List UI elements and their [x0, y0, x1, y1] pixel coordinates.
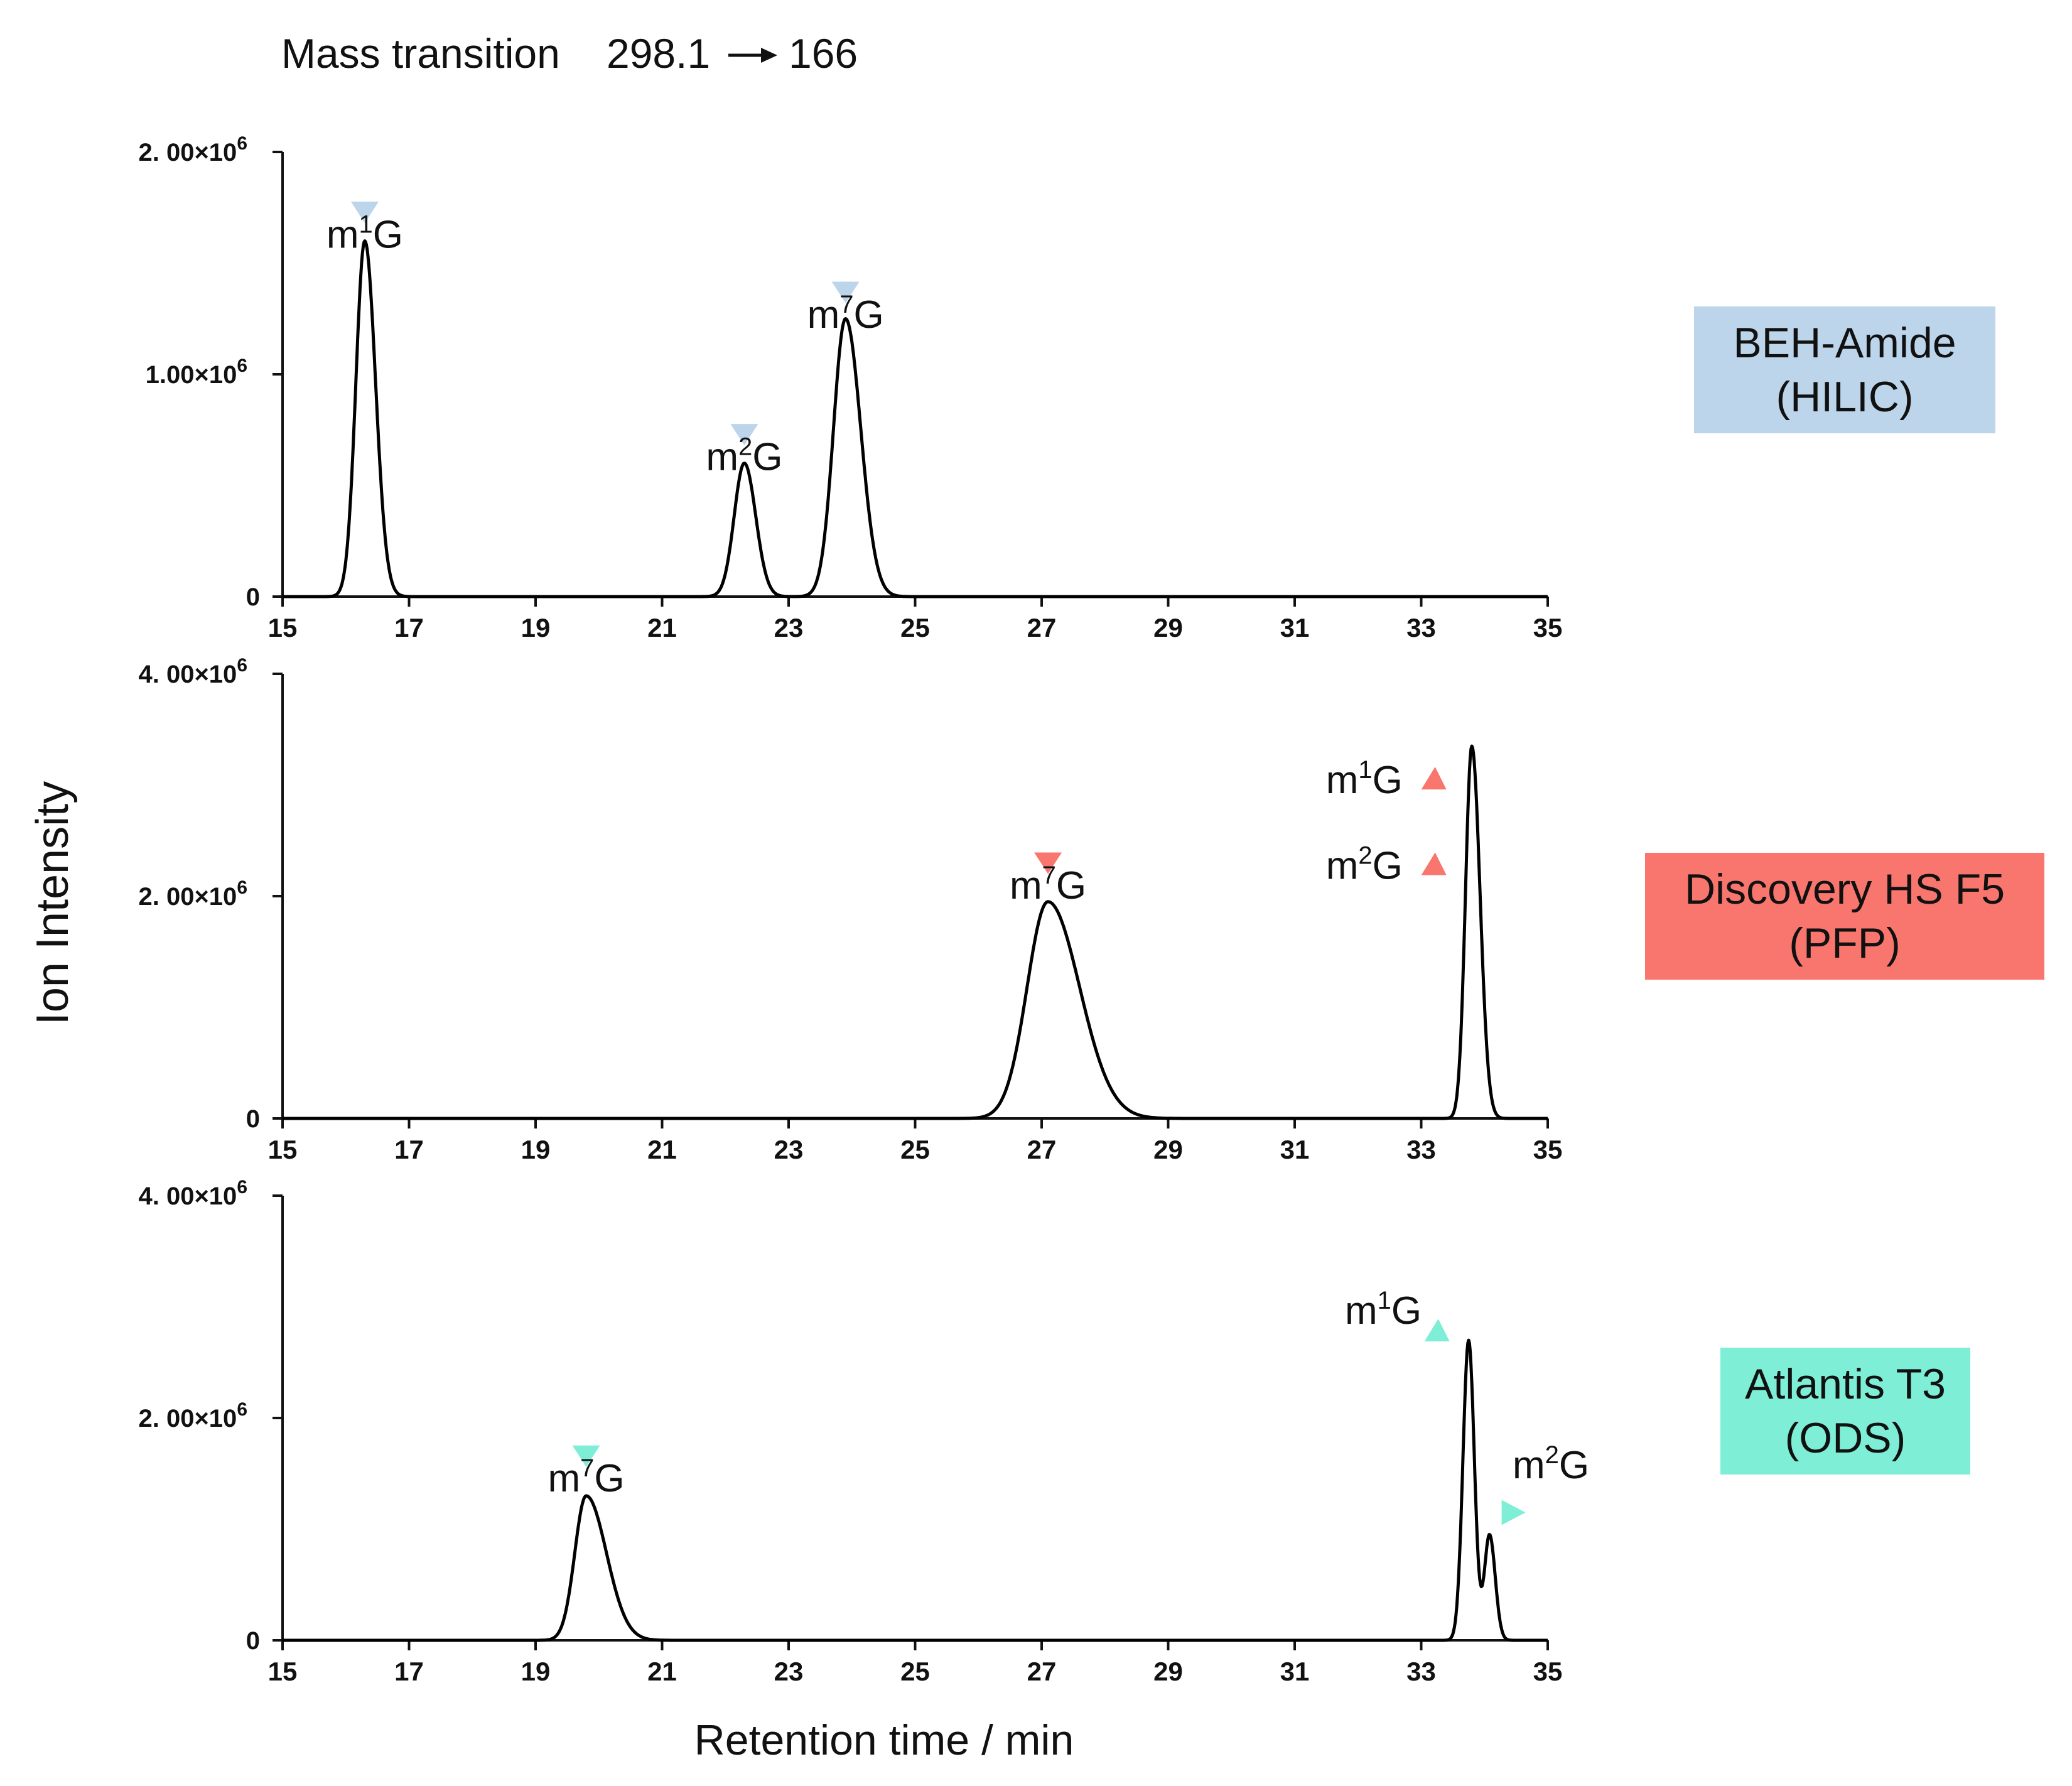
header-label: Mass transition [281, 30, 560, 77]
header-product-mass: 166 [789, 30, 858, 77]
x-tick-label: 15 [268, 613, 298, 642]
y-tick-label: 4. 00×106 [138, 1177, 247, 1210]
peak-marker-icon [730, 424, 758, 446]
column-label-pfp: Discovery HS F5 (PFP) [1645, 853, 2044, 980]
panels: 15 17 19 21 23 25 27 29 31 33 35 0 1.00×106 2. 00×106… [138, 133, 1589, 1686]
x-tick-label: 25 [900, 613, 930, 642]
x-tick-label: 25 [900, 1657, 930, 1686]
x-tick-label: 17 [394, 613, 424, 642]
peak-label: m1G [326, 211, 403, 257]
x-tick-label: 17 [394, 1135, 424, 1164]
peak-marker-icon [1034, 852, 1062, 874]
panel-top: 15 17 19 21 23 25 27 29 31 33 35 0 1.00×106 2. 00×106… [138, 133, 1562, 642]
column-label-ods: Atlantis T3 (ODS) [1720, 1348, 1970, 1475]
y-axis-label: Ion Intensity [28, 781, 78, 1025]
x-tick-label: 23 [774, 1135, 804, 1164]
peak-label: m1G [1326, 756, 1403, 802]
x-tick-label: 33 [1406, 1135, 1436, 1164]
peak-label: m2G [1326, 842, 1403, 887]
peak-marker-icon [1424, 1318, 1450, 1341]
x-tick-label: 33 [1406, 613, 1436, 642]
x-tick-label: 19 [521, 1657, 551, 1686]
y-tick-label: 2. 00×106 [138, 133, 247, 166]
x-tick-label: 27 [1027, 1657, 1057, 1686]
x-tick-label: 17 [394, 1657, 424, 1686]
panel-middle: 15 17 19 21 23 25 27 29 31 33 35 0 2. 00×106 4. 00×10… [138, 655, 1562, 1164]
x-tick-label: 23 [774, 1657, 804, 1686]
y-tick-label: 4. 00×106 [138, 655, 247, 688]
chromatogram-trace [281, 744, 1549, 1120]
y-tick-label: 0 [246, 1105, 260, 1133]
x-tick-label: 35 [1533, 1657, 1563, 1686]
panel-bottom: 15 17 19 21 23 25 27 29 31 33 35 0 2. 00×106 4. 00×10… [138, 1177, 1589, 1686]
y-tick-label: 0 [246, 583, 260, 611]
peak-marker-icon [1421, 852, 1447, 875]
peak-marker-icon [1501, 1500, 1526, 1525]
x-tick-label: 23 [774, 613, 804, 642]
peak-label: m2G [706, 433, 782, 479]
x-tick-label: 31 [1280, 1657, 1310, 1686]
x-tick-label: 19 [521, 1135, 551, 1164]
y-tick-label: 2. 00×106 [138, 1399, 247, 1432]
chromatogram-trace [281, 1338, 1549, 1642]
y-tick-label: 0 [246, 1627, 260, 1655]
x-tick-label: 29 [1153, 613, 1183, 642]
x-tick-label: 21 [647, 613, 677, 642]
peak-label: m1G [1345, 1287, 1422, 1333]
x-tick-label: 15 [268, 1135, 298, 1164]
x-tick-label: 31 [1280, 613, 1310, 642]
y-tick-label: 1.00×106 [146, 355, 247, 389]
x-tick-label: 21 [647, 1657, 677, 1686]
x-tick-label: 27 [1027, 613, 1057, 642]
x-tick-label: 35 [1533, 613, 1563, 642]
figure-header: Mass transition 298.1 166 [281, 30, 858, 77]
x-tick-label: 29 [1153, 1135, 1183, 1164]
x-tick-label: 15 [268, 1657, 298, 1686]
column-label-hilic: BEH-Amide (HILIC) [1694, 306, 1995, 433]
x-tick-label: 31 [1280, 1135, 1310, 1164]
x-tick-label: 19 [521, 613, 551, 642]
peak-marker-icon [350, 202, 379, 224]
header-arrow-icon [728, 48, 777, 63]
header-precursor-mass: 298.1 [607, 30, 710, 77]
chromatogram-trace [281, 239, 1549, 598]
peak-label: m7G [807, 291, 884, 337]
peak-marker-icon [831, 281, 860, 303]
peak-label: m2G [1513, 1441, 1589, 1487]
x-tick-label: 33 [1406, 1657, 1436, 1686]
peak-label: m7G [548, 1454, 625, 1500]
y-tick-label: 2. 00×106 [138, 877, 247, 911]
x-axis-label: Retention time / min [694, 1716, 1074, 1764]
x-tick-label: 25 [900, 1135, 930, 1164]
x-tick-label: 21 [647, 1135, 677, 1164]
peak-marker-icon [1421, 767, 1447, 790]
x-tick-label: 27 [1027, 1135, 1057, 1164]
peak-marker-icon [572, 1445, 600, 1467]
x-tick-label: 29 [1153, 1657, 1183, 1686]
x-tick-label: 35 [1533, 1135, 1563, 1164]
